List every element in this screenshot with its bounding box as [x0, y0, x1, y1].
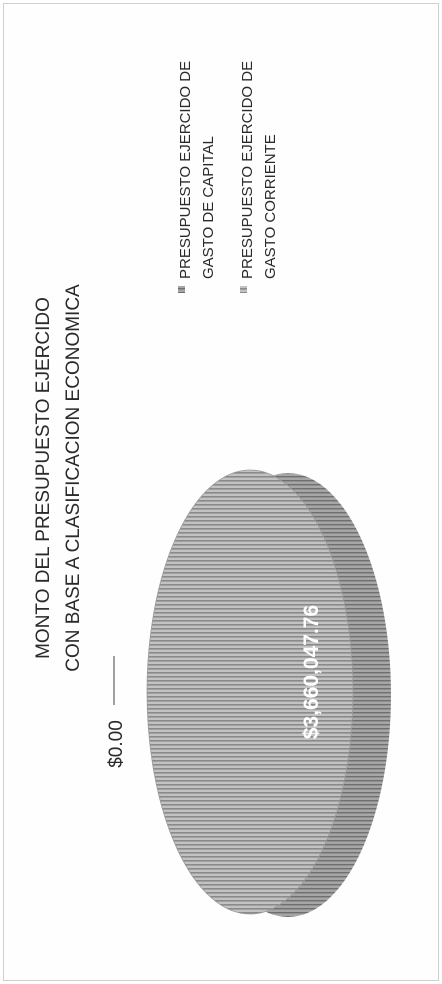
- legend-label-capital-line2: GASTO DE CAPITAL: [200, 136, 217, 279]
- legend-swatch-corriente: [240, 286, 247, 293]
- legend-label-corriente-line1: PRESUPUESTO EJERCIDO DE: [239, 61, 256, 279]
- data-label-corriente: $3,660,047.76: [300, 605, 323, 739]
- legend-swatch-capital: [178, 286, 185, 293]
- chart-title-line2: CON BASE A CLASIFICACION ECONOMICA: [63, 284, 84, 672]
- data-label-capital: $0.00: [106, 720, 127, 768]
- chart-title-line1: MONTO DEL PRESUPUESTO EJERCIDO: [33, 297, 54, 659]
- legend-label-capital-line1: PRESUPUESTO EJERCIDO DE: [177, 61, 194, 279]
- legend-label-corriente-line2: GASTO CORRIENTE: [262, 134, 279, 279]
- pie-slice-corriente: [146, 469, 354, 915]
